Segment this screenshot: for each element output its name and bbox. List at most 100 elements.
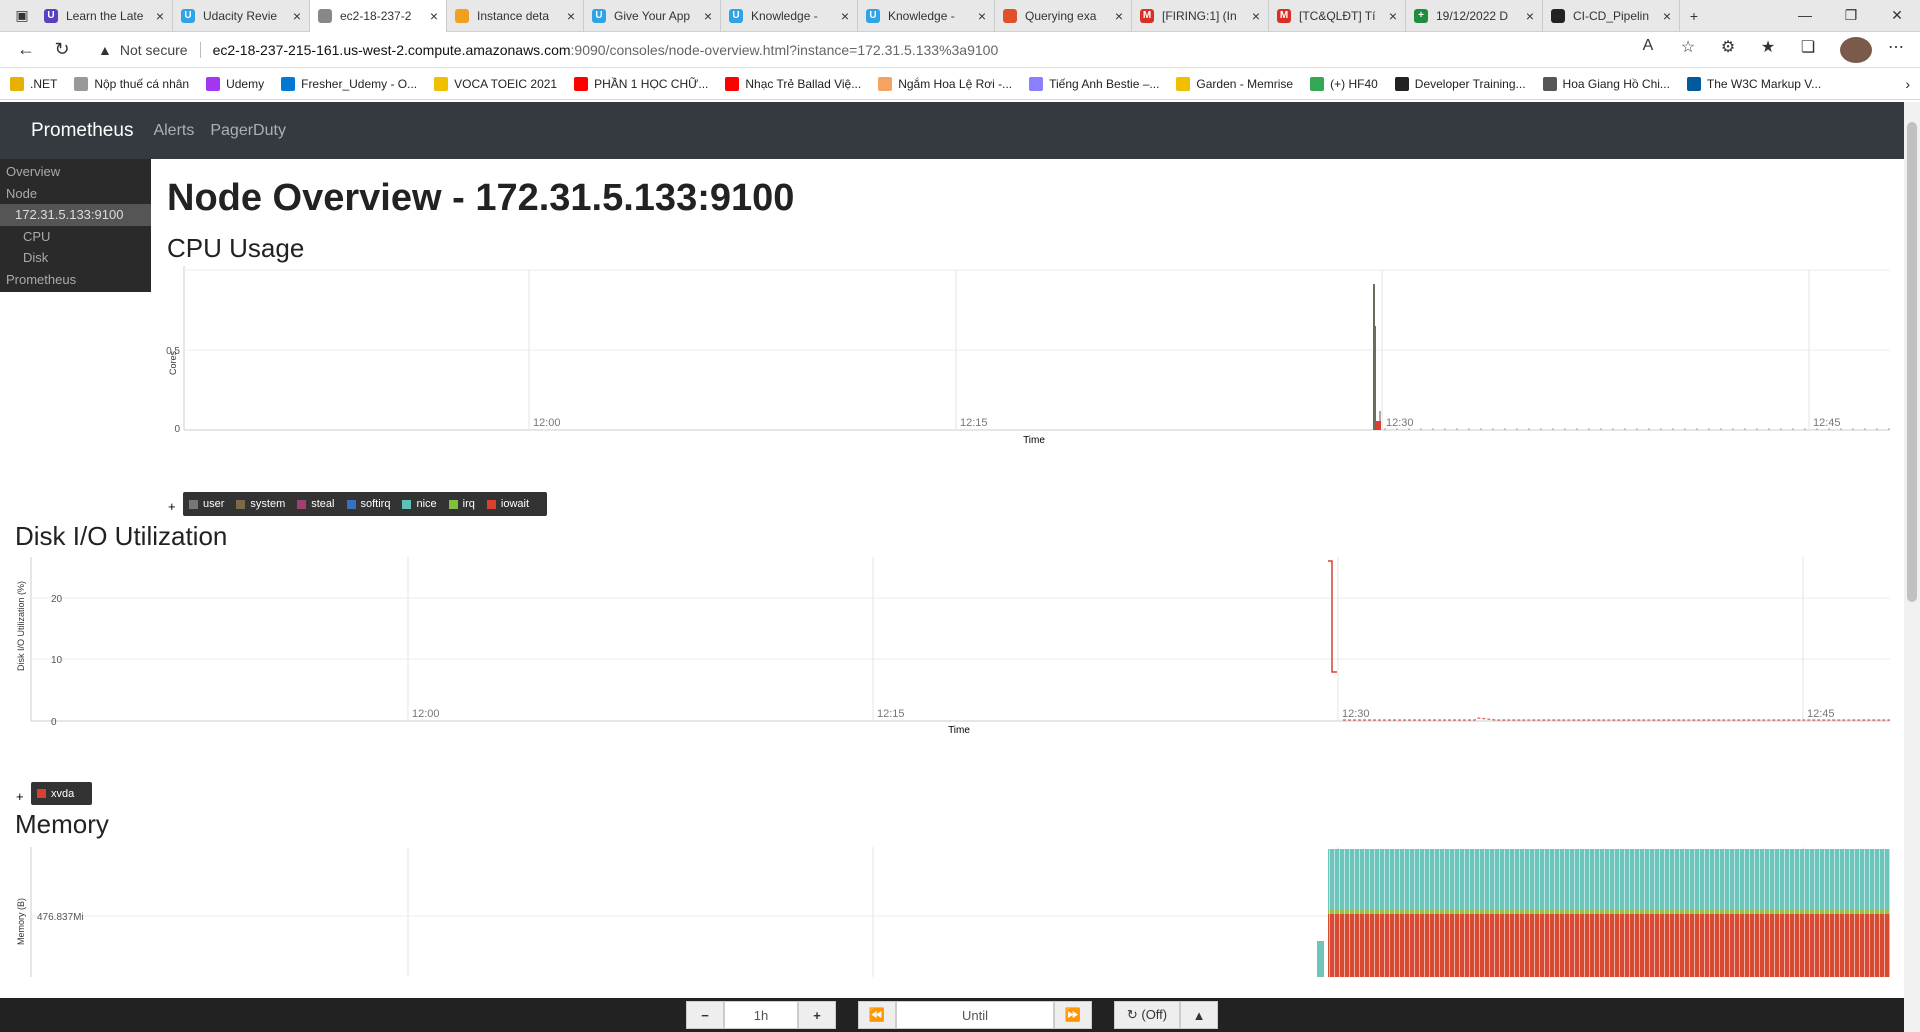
bookmark-item[interactable]: Developer Training...	[1394, 76, 1526, 91]
tab-close-icon[interactable]: ×	[155, 7, 164, 24]
restore-icon[interactable]: ❐	[1844, 7, 1858, 23]
minimize-icon[interactable]: —	[1798, 7, 1812, 23]
new-tab-icon[interactable]: +	[1689, 7, 1699, 24]
range-decrease-button[interactable]: −	[686, 1001, 724, 1029]
bookmark-label: Developer Training...	[1414, 76, 1526, 91]
tab-close-icon[interactable]: ×	[1251, 7, 1260, 24]
close-window-icon[interactable]: ✕	[1891, 7, 1903, 23]
legend-item[interactable]: softirq	[346, 498, 390, 510]
scrollbar-thumb[interactable]	[1907, 122, 1917, 602]
bookmark-item[interactable]: (+) HF40	[1310, 76, 1378, 91]
back-icon[interactable]: ←	[17, 39, 35, 59]
bookmark-item[interactable]: Nộp thuế cá nhân	[74, 76, 189, 91]
time-back-button[interactable]: ⏪	[858, 1001, 896, 1029]
memory-section-title: Memory	[15, 809, 109, 839]
bookmark-item[interactable]: Garden - Memrise	[1176, 76, 1293, 91]
tab-close-icon[interactable]: ×	[566, 7, 575, 24]
tab-favicon-icon	[318, 8, 332, 23]
bookmark-item[interactable]: Fresher_Udemy - O...	[281, 76, 417, 91]
tab-close-icon[interactable]: ×	[1114, 7, 1123, 24]
sidebar-item[interactable]: 172.31.5.133:9100	[0, 204, 151, 226]
read-aloud-icon[interactable]: A	[1642, 36, 1654, 54]
favorites-icon[interactable]: ★	[1760, 38, 1776, 56]
tab-close-icon[interactable]: ×	[292, 7, 301, 24]
tab-favicon-icon	[1003, 8, 1017, 23]
profile-avatar[interactable]	[1840, 36, 1872, 63]
browser-tab[interactable]: U Learn the Late ×	[36, 0, 173, 32]
bookmark-item[interactable]: The W3C Markup V...	[1686, 76, 1821, 91]
tab-favicon-icon: M	[1277, 8, 1291, 23]
cpu-legend-toggle[interactable]: +	[168, 499, 176, 514]
browser-tab[interactable]: M [TC&QLĐT] Tí ×	[1269, 0, 1406, 32]
time-forward-button[interactable]: ⏩	[1054, 1001, 1092, 1029]
sidebar-item[interactable]: Disk	[23, 250, 49, 265]
favorite-star-icon[interactable]: ☆	[1680, 38, 1696, 56]
nav-link-alerts[interactable]: Alerts	[153, 121, 195, 139]
bookmark-item[interactable]: VOCA TOEIC 2021	[434, 76, 557, 91]
disk-xtick-1245: 12:45	[1807, 708, 1835, 720]
extensions-icon[interactable]: ⚙	[1720, 38, 1736, 56]
bookmark-label: Udemy	[226, 76, 265, 91]
legend-item[interactable]: xvda	[37, 788, 74, 800]
tab-close-icon[interactable]: ×	[977, 7, 986, 24]
legend-item[interactable]: user	[189, 498, 224, 510]
collapse-up-button[interactable]: ▲	[1180, 1001, 1218, 1029]
browser-tab[interactable]: U Knowledge - ×	[721, 0, 858, 32]
browser-tab[interactable]: Instance deta ×	[447, 0, 584, 32]
browser-tab[interactable]: U Give Your App ×	[584, 0, 721, 32]
tab-title: Knowledge -	[751, 8, 818, 23]
browser-tab[interactable]: ec2-18-237-2 ×	[310, 0, 447, 32]
page-scrollbar[interactable]	[1904, 102, 1920, 1032]
browser-tab[interactable]: +19/12/2022 D ×	[1406, 0, 1543, 32]
tab-title: [TC&QLĐT] Tí	[1299, 8, 1376, 23]
tab-close-icon[interactable]: ×	[1662, 7, 1671, 24]
refresh-toggle-button[interactable]: ↻ (Off)	[1114, 1001, 1180, 1029]
browser-tab[interactable]: U Knowledge - ×	[858, 0, 995, 32]
tab-actions-icon[interactable]: ▣	[15, 7, 29, 23]
tab-title: CI-CD_Pipelin	[1573, 8, 1650, 23]
tab-close-icon[interactable]: ×	[429, 7, 438, 24]
url-field[interactable]: ▲ Not secure ec2-18-237-215-161.us-west-…	[88, 35, 1624, 65]
tab-close-icon[interactable]: ×	[703, 7, 712, 24]
tab-close-icon[interactable]: ×	[1388, 7, 1397, 24]
bookmark-label: Nhạc Trẻ Ballad Việ...	[745, 76, 862, 91]
browser-tab[interactable]: M [FIRING:1] (In ×	[1132, 0, 1269, 32]
until-input[interactable]: Until	[896, 1001, 1054, 1029]
sidebar-item[interactable]: CPU	[23, 228, 51, 244]
tab-close-icon[interactable]: ×	[1525, 7, 1534, 24]
range-increase-button[interactable]: +	[798, 1001, 836, 1029]
browser-tab[interactable]: U Udacity Revie ×	[173, 0, 310, 32]
tab-title: ec2-18-237-2	[340, 8, 412, 23]
legend-label: irq	[462, 498, 475, 510]
reload-icon[interactable]: ↻	[54, 39, 70, 59]
legend-item[interactable]: nice	[402, 498, 437, 510]
bookmark-item[interactable]: Ngắm Hoa Lệ Rơi -...	[878, 76, 1012, 91]
bookmarks-overflow-icon[interactable]: ›	[1905, 75, 1910, 92]
browser-tab[interactable]: CI-CD_Pipelin ×	[1543, 0, 1680, 32]
bookmark-item[interactable]: Udemy	[206, 76, 265, 91]
more-menu-icon[interactable]: ⋯	[1888, 38, 1904, 56]
bookmark-item[interactable]: Hoa Giang Hồ Chi...	[1542, 76, 1670, 91]
browser-tab[interactable]: Querying exa ×	[995, 0, 1132, 32]
legend-item[interactable]: irq	[448, 498, 475, 510]
legend-item[interactable]: iowait	[486, 498, 529, 510]
cpu-spike-system	[1375, 326, 1376, 430]
range-input[interactable]: 1h	[724, 1001, 798, 1029]
brand-link[interactable]: Prometheus	[31, 119, 134, 141]
collections-icon[interactable]: ❏	[1800, 38, 1816, 56]
bookmark-item[interactable]: Tiếng Anh Bestie –...	[1029, 76, 1159, 91]
bookmark-item[interactable]: .NET	[10, 76, 57, 91]
bookmark-item[interactable]: Nhạc Trẻ Ballad Việ...	[725, 76, 862, 91]
legend-item[interactable]: system	[236, 498, 285, 510]
tab-close-icon[interactable]: ×	[840, 7, 849, 24]
sidebar-item[interactable]: Overview	[6, 164, 61, 179]
sidebar-item[interactable]: Prometheus	[6, 271, 77, 287]
legend-item[interactable]: steal	[297, 498, 335, 510]
cpu-xtick-1230: 12:30	[1386, 417, 1414, 429]
bookmark-item[interactable]: PHẦN 1 HỌC CHỮ...	[574, 76, 708, 91]
nav-link-pagerduty[interactable]: PagerDuty	[210, 121, 286, 139]
disk-legend-toggle[interactable]: +	[16, 789, 24, 804]
cpu-x-axis-label: Time	[1023, 435, 1045, 446]
tab-list: U Learn the Late × U Udacity Revie × ec2-18-23…	[36, 0, 1680, 32]
sidebar-item[interactable]: Node	[6, 185, 38, 201]
